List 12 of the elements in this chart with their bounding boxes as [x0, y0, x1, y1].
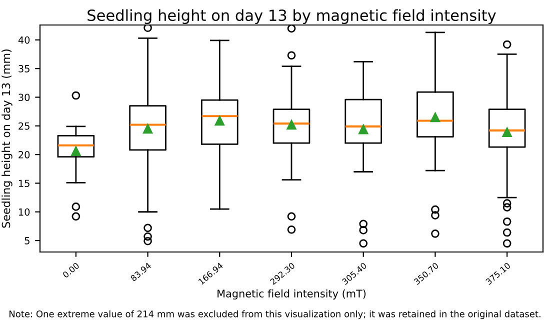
y-tick-label: 20: [18, 151, 30, 158]
y-tick-label: 5: [24, 237, 30, 244]
x-axis-title: Magnetic field intensity (mT): [218, 289, 366, 300]
y-tick-label: 25: [18, 122, 30, 130]
y-tick-label: 15: [18, 180, 30, 188]
y-axis-title: Seedling height on day 13 (mm): [2, 50, 12, 228]
text: Note: One extreme value of 214 mm was excluded from this visualization only; it was retained in the original dataset.: [10, 310, 540, 320]
chart-title: Seedling height on day 13 by magnetic field intensity: [88, 9, 496, 24]
y-tick-label: 10: [18, 208, 30, 216]
y-tick-label: 40: [18, 36, 30, 44]
y-tick-label: 35: [18, 65, 30, 72]
y-tick-label: 30: [18, 94, 30, 102]
